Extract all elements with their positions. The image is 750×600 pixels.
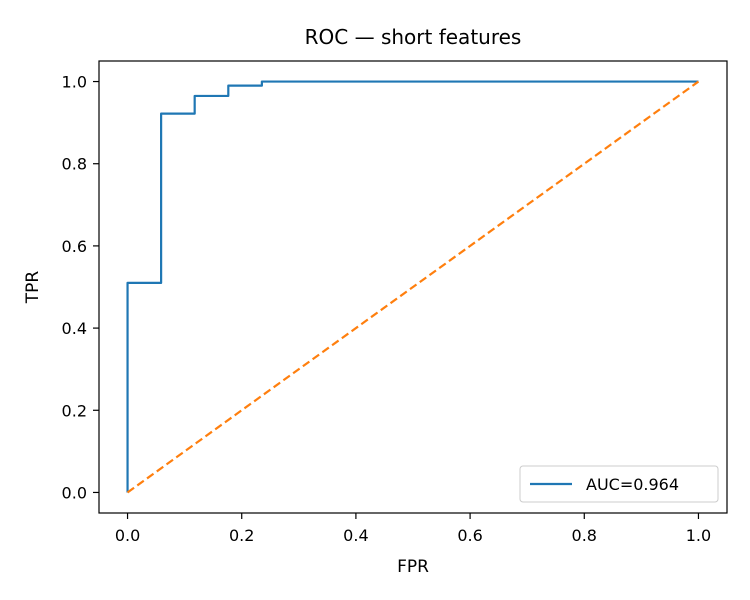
legend-box — [519, 465, 719, 503]
chart-title: ROC — short features — [305, 25, 522, 49]
x-axis-label: FPR — [397, 557, 429, 577]
x-tick-label: 1.0 — [686, 526, 711, 545]
plot-area — [126, 80, 700, 494]
y-tick-label: 0.8 — [62, 155, 87, 174]
x-tick-label: 0.2 — [229, 526, 254, 545]
series-line-1 — [126, 80, 700, 494]
y-axis-label: TPR — [23, 271, 43, 305]
y-tick-label: 1.0 — [62, 73, 87, 92]
y-tick-label: 0.6 — [62, 237, 87, 256]
x-tick-label: 0.8 — [572, 526, 597, 545]
x-tick-label: 0.4 — [343, 526, 368, 545]
series-line-0 — [126, 80, 699, 493]
axis-ticks: 0.0 0.2 0.4 0.6 0.8 1.0 0.0 0.2 0.4 0.6 0.8 1.0 — [62, 73, 712, 545]
y-tick-label: 0.2 — [62, 401, 87, 420]
y-tick-label: 0.0 — [62, 483, 87, 502]
legend-entry-label: AUC=0.964 — [586, 475, 679, 494]
x-tick-label: 0.0 — [115, 526, 140, 545]
x-tick-label: 0.6 — [457, 526, 482, 545]
plot-frame — [98, 60, 728, 514]
y-tick-label: 0.4 — [62, 319, 87, 338]
legend: AUC=0.964 — [519, 465, 719, 503]
